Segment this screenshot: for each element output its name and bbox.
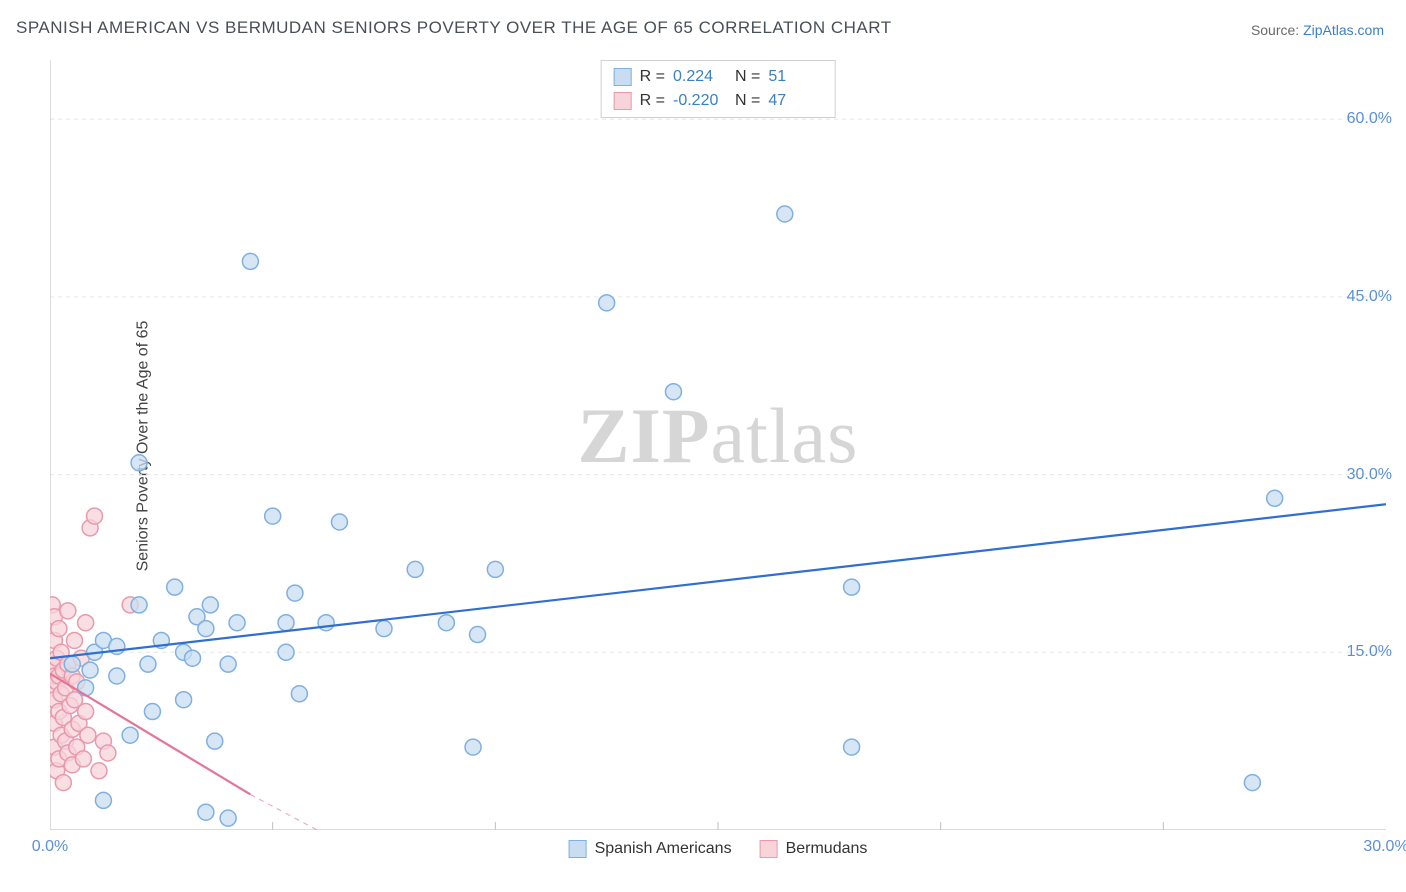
n-label: N = xyxy=(735,89,760,113)
chart-title: SPANISH AMERICAN VS BERMUDAN SENIORS POV… xyxy=(16,18,892,38)
n-label: N = xyxy=(735,65,760,89)
x-tick-label: 0.0% xyxy=(32,838,68,856)
legend-label-spanish: Spanish Americans xyxy=(595,840,732,858)
r-label: R = xyxy=(640,89,665,113)
r-label: R = xyxy=(640,65,665,89)
legend-row-spanish: R = 0.224 N = 51 xyxy=(614,65,823,89)
chart-container: SPANISH AMERICAN VS BERMUDAN SENIORS POV… xyxy=(0,0,1406,892)
source-attribution: Source: ZipAtlas.com xyxy=(1251,22,1384,38)
legend-series: Spanish Americans Bermudans xyxy=(569,840,868,858)
legend-label-bermudan: Bermudans xyxy=(786,840,868,858)
y-tick-label: 45.0% xyxy=(1347,288,1392,306)
legend-row-bermudan: R = -0.220 N = 47 xyxy=(614,89,823,113)
r-value-spanish: 0.224 xyxy=(673,65,727,89)
legend-swatch-spanish xyxy=(569,840,587,858)
y-tick-label: 60.0% xyxy=(1347,110,1392,128)
n-value-bermudan: 47 xyxy=(768,89,822,113)
plot-area: ZIPatlas R = 0.224 N = 51 R = -0.220 N =… xyxy=(50,60,1386,830)
legend-item-spanish: Spanish Americans xyxy=(569,840,732,858)
legend-swatch-bermudan xyxy=(760,840,778,858)
source-value: ZipAtlas.com xyxy=(1303,22,1384,38)
legend-correlation: R = 0.224 N = 51 R = -0.220 N = 47 xyxy=(601,60,836,118)
n-value-spanish: 51 xyxy=(768,65,822,89)
r-value-bermudan: -0.220 xyxy=(673,89,727,113)
y-tick-label: 15.0% xyxy=(1347,643,1392,661)
x-tick-label: 30.0% xyxy=(1363,838,1406,856)
legend-swatch-bermudan xyxy=(614,92,632,110)
source-label: Source: xyxy=(1251,22,1299,38)
legend-item-bermudan: Bermudans xyxy=(760,840,868,858)
legend-swatch-spanish xyxy=(614,68,632,86)
y-tick-label: 30.0% xyxy=(1347,466,1392,484)
scatter-svg xyxy=(50,60,1386,830)
